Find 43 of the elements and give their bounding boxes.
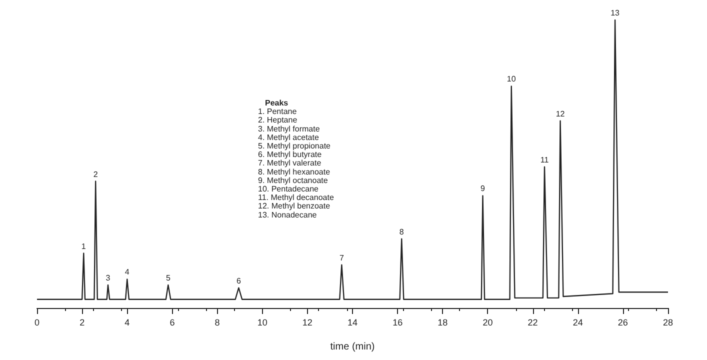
x-tick-label: 4 [124,318,130,328]
annotation: Peaks [265,98,289,108]
x-axis-title: time (min) [330,342,375,352]
annotation: 11. Methyl decanoate [258,193,334,202]
x-tick-label: 20 [482,318,493,328]
annotation: 3 [106,273,111,282]
annotation: 6. Methyl butyrate [258,150,322,160]
annotation: 5. Methyl propionate [258,142,332,150]
annotation: 4 [124,268,130,277]
x-tick-label: 22 [528,318,538,328]
annotation: 12 [556,109,566,118]
annotation: 10 [506,74,516,84]
x-tick-label: 6 [170,318,175,328]
annotation: 8. Methyl hexanoate [258,167,331,176]
annotation: 2. Heptane [258,116,298,125]
x-tick-label: 10 [257,318,268,328]
x-tick-label: 26 [618,318,628,328]
annotation: 9. Methyl octanoate [258,176,328,185]
annotation: 13. Nonadecane [258,210,318,220]
x-tick-label: 28 [662,318,674,328]
annotation: 5 [166,273,171,282]
annotation: 7. Methyl valerate [258,158,322,168]
x-tick-label: 8 [214,318,220,328]
annotation: 1 [81,242,86,251]
annotation: 7 [339,253,344,262]
x-tick-label: 0 [34,318,40,328]
x-tick-label: 14 [347,318,358,328]
annotation: 1. Pentane [258,107,298,116]
annotation: 6 [236,276,242,286]
annotation: 12. Methyl benzoate [258,202,331,211]
x-tick-label: 16 [392,318,403,328]
annotation: 13 [610,8,620,18]
x-tick-label: 18 [438,318,448,328]
annotation: 9 [480,184,486,194]
annotation: 10. Pentadecane [258,184,320,194]
annotation: 11 [540,155,550,164]
annotation: 2 [93,170,98,179]
annotation: 4. Methyl acetate [258,132,320,142]
annotation: 8 [399,227,404,236]
x-tick-label: 2 [80,318,85,328]
annotation: 3. Methyl formate [258,124,320,134]
x-tick-label: 24 [572,318,583,328]
x-tick-label: 12 [302,318,312,328]
